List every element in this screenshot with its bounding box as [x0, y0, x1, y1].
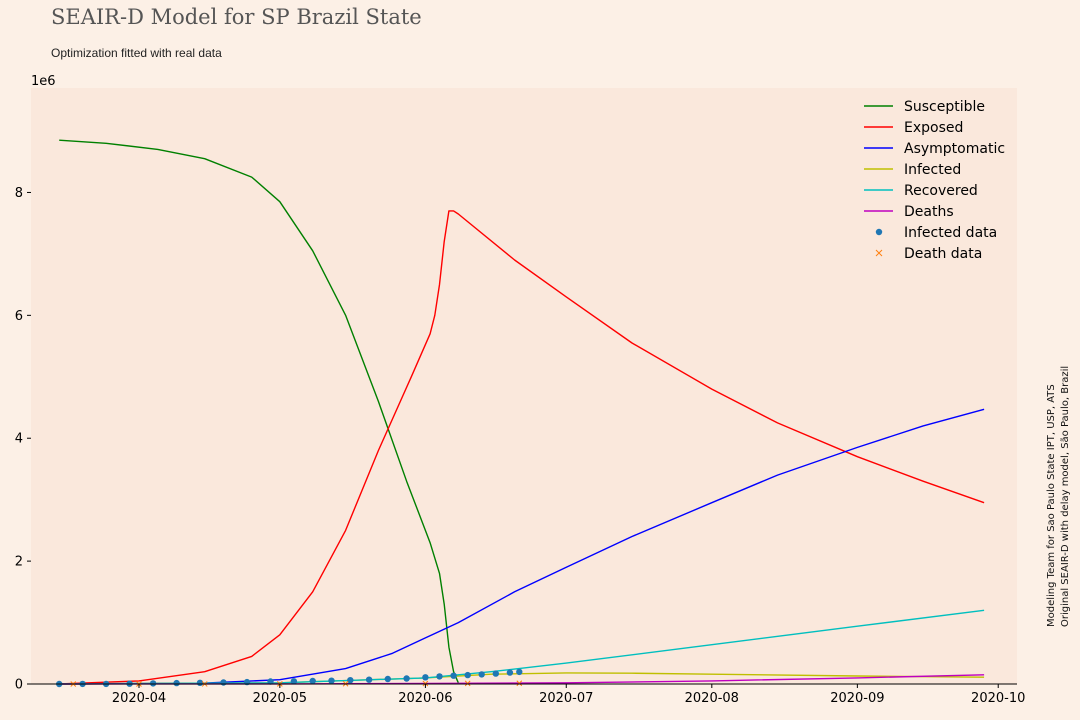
series-asymptomatic-line [59, 408, 985, 685]
infected-data-point [290, 678, 298, 685]
y-tick-label: 8 [15, 186, 23, 201]
x-tick-label: 2020-09 [830, 691, 884, 706]
series-exposed-line [59, 210, 985, 685]
infected-data-point [506, 669, 514, 676]
legend-label: Recovered [904, 183, 978, 199]
infected-data-point [478, 671, 485, 678]
infected-data-point [328, 677, 335, 684]
x-tick-label: 2020-10 [971, 691, 1025, 706]
infected-data-point [173, 679, 180, 687]
death-data-point [516, 680, 523, 687]
infected-data-point [436, 673, 443, 680]
legend-item-deaths: Deaths [864, 204, 954, 220]
axes-layer: 2020-04 2020-05 2020-06 2020-07 2020-08 2020-… [15, 74, 1026, 706]
legend-label: Infected data [904, 225, 997, 241]
x-tick-label: 2020-08 [685, 691, 739, 706]
legend-label: Death data [904, 246, 982, 262]
legend-item-susceptible: Susceptible [864, 99, 985, 115]
infected-data-point [492, 670, 499, 677]
x-tick-label: 2020-05 [253, 691, 307, 706]
infected-data-point [347, 677, 354, 684]
death-data-point [464, 680, 471, 687]
infected-data-point [450, 672, 457, 679]
x-tick-label: 2020-04 [112, 691, 166, 706]
y-tick-label: 4 [15, 432, 23, 447]
legend-label: Deaths [904, 204, 954, 220]
infected-data-point [365, 676, 373, 683]
legend-item-asymptomatic: Asymptomatic [864, 141, 1005, 157]
legend-label: Asymptomatic [904, 141, 1005, 157]
attribution-line-1: Modeling Team for Sao Paulo State IPT, U… [1046, 384, 1057, 627]
legend-swatch [875, 249, 883, 257]
attribution-line-2: Original SEAIR-D with delay model, São P… [1060, 365, 1071, 627]
infected-data-point [384, 675, 391, 683]
y-tick-label: 6 [15, 309, 23, 324]
plot-area [31, 88, 1017, 684]
infected-data-point [516, 668, 523, 676]
infected-data-point [149, 680, 157, 687]
infected-data-point [220, 679, 227, 686]
y-tick-label: 0 [15, 678, 23, 693]
legend-item-infected: Infected [864, 162, 961, 178]
legend-item-death-data: Death data [875, 246, 982, 262]
legend-item-recovered: Recovered [864, 183, 978, 199]
legend-label: Exposed [904, 120, 963, 136]
legend-label: Susceptible [904, 99, 985, 115]
legend-item-infected-data: Infected data [875, 225, 997, 241]
series-recovered-line [59, 609, 985, 685]
chart-subtitle: Optimization fitted with real data [51, 46, 222, 60]
infected-data-point [309, 677, 316, 685]
infected-data-point [464, 671, 471, 679]
legend-swatch [875, 228, 883, 236]
x-tick-label: 2020-06 [398, 691, 452, 706]
y-offset-label: 1e6 [31, 74, 56, 89]
infected-data-point [403, 675, 410, 682]
chart-title: SEAIR-D Model for SP Brazil State [51, 5, 422, 29]
x-tick-label: 2020-07 [539, 691, 593, 706]
legend-item-exposed: Exposed [864, 120, 963, 136]
infected-data-point [422, 674, 429, 681]
infected-data-point [267, 678, 274, 685]
series-susceptible-line [59, 139, 459, 684]
legend-label: Infected [904, 162, 961, 178]
legend: Susceptible Exposed Asymptomatic Infected Re… [864, 99, 1005, 262]
infected-data-point [196, 679, 204, 686]
y-tick-label: 2 [15, 555, 23, 570]
attribution-note: Modeling Team for Sao Paulo State IPT, U… [1045, 366, 1073, 627]
